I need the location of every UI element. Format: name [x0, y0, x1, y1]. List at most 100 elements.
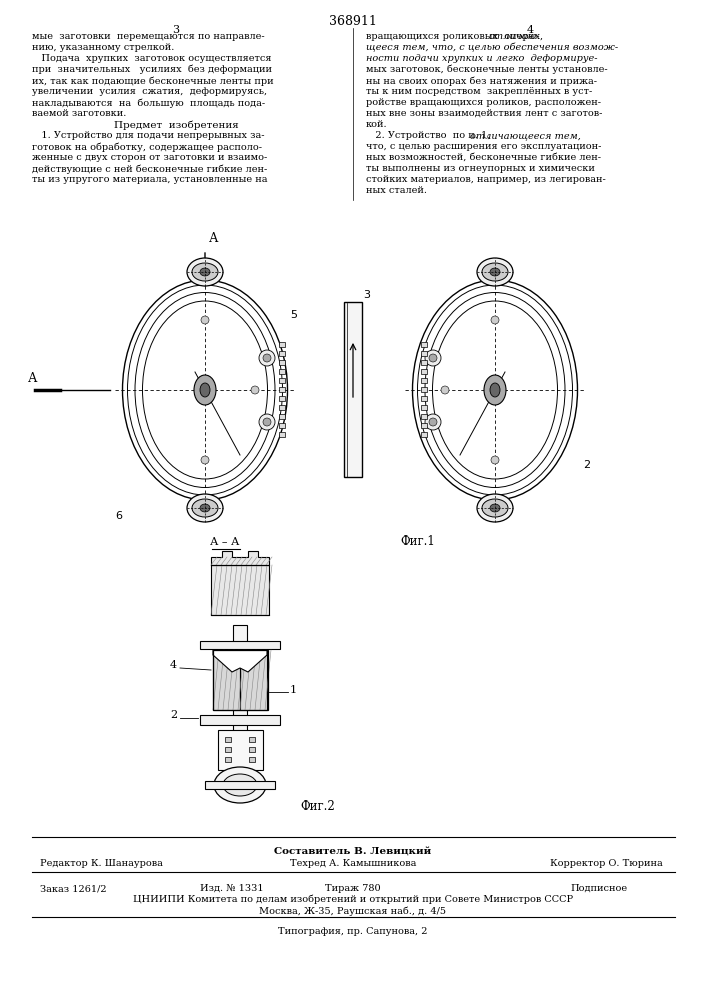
Text: вращающихся роликовых  опорах,: вращающихся роликовых опорах,: [366, 32, 547, 41]
Bar: [421, 396, 427, 401]
Circle shape: [259, 350, 275, 366]
Text: действующие с ней бесконечные гибкие лен-: действующие с ней бесконечные гибкие лен…: [32, 164, 267, 174]
Text: Москва, Ж-35, Раушская наб., д. 4/5: Москва, Ж-35, Раушская наб., д. 4/5: [259, 906, 447, 916]
Bar: [249, 737, 255, 742]
Text: Предмет  изобретения: Предмет изобретения: [114, 120, 238, 129]
Text: ваемой заготовки.: ваемой заготовки.: [32, 109, 127, 118]
Ellipse shape: [187, 494, 223, 522]
Text: 3: 3: [173, 25, 180, 35]
Polygon shape: [213, 650, 267, 672]
Bar: [240, 650, 267, 710]
Text: 1. Устройство для подачи непрерывных за-: 1. Устройство для подачи непрерывных за-: [32, 131, 264, 140]
Bar: [279, 351, 285, 356]
Text: Фиг.2: Фиг.2: [300, 800, 334, 813]
Ellipse shape: [490, 268, 500, 276]
Text: мые  заготовки  перемещаются по направле-: мые заготовки перемещаются по направле-: [32, 32, 264, 41]
Circle shape: [251, 386, 259, 394]
Ellipse shape: [214, 767, 266, 803]
Ellipse shape: [482, 499, 508, 517]
Text: ты из упругого материала, установленные на: ты из упругого материала, установленные …: [32, 175, 267, 184]
Text: 2: 2: [583, 460, 590, 470]
Bar: [279, 432, 285, 437]
Bar: [279, 342, 285, 347]
Text: их, так как подающие бесконечные ленты при: их, так как подающие бесконечные ленты п…: [32, 76, 274, 86]
Text: Редактор К. Шанаурова: Редактор К. Шанаурова: [40, 859, 163, 868]
Circle shape: [425, 350, 441, 366]
Text: ЦНИИПИ Комитета по делам изобретений и открытий при Совете Министров СССР: ЦНИИПИ Комитета по делам изобретений и о…: [133, 895, 573, 904]
Circle shape: [425, 414, 441, 430]
Bar: [279, 405, 285, 410]
Ellipse shape: [192, 263, 218, 281]
Circle shape: [201, 456, 209, 464]
Ellipse shape: [187, 258, 223, 286]
Circle shape: [259, 414, 275, 430]
Text: Типография, пр. Сапунова, 2: Типография, пр. Сапунова, 2: [279, 927, 428, 936]
Text: ройстве вращающихся роликов, расположен-: ройстве вращающихся роликов, расположен-: [366, 98, 601, 107]
Bar: [421, 423, 427, 428]
Bar: [233, 625, 247, 790]
Text: ных возможностей, бесконечные гибкие лен-: ных возможностей, бесконечные гибкие лен…: [366, 153, 601, 162]
Bar: [421, 351, 427, 356]
Text: ны на своих опорах без натяжения и прижа-: ны на своих опорах без натяжения и прижа…: [366, 76, 597, 86]
Ellipse shape: [194, 375, 216, 405]
Text: отличающееся тем,: отличающееся тем,: [470, 131, 581, 140]
Text: А: А: [28, 372, 37, 385]
Text: Изд. № 1331: Изд. № 1331: [200, 884, 264, 893]
Text: 5: 5: [290, 310, 297, 320]
Bar: [421, 369, 427, 374]
Bar: [279, 387, 285, 392]
Ellipse shape: [482, 263, 508, 281]
Text: Техред А. Камышникова: Техред А. Камышникова: [290, 859, 416, 868]
Ellipse shape: [490, 504, 500, 512]
Bar: [279, 360, 285, 365]
Circle shape: [441, 386, 449, 394]
Bar: [344, 302, 362, 477]
Text: отличаю-: отличаю-: [489, 32, 540, 41]
Bar: [225, 747, 231, 752]
Bar: [279, 423, 285, 428]
Text: 1: 1: [290, 685, 297, 695]
Ellipse shape: [477, 494, 513, 522]
Text: что, с целью расширения его эксплуатацион-: что, с целью расширения его эксплуатацио…: [366, 142, 602, 151]
Bar: [421, 378, 427, 383]
Text: 2. Устройство  по п. 1,: 2. Устройство по п. 1,: [366, 131, 493, 140]
Bar: [213, 650, 268, 710]
Bar: [249, 747, 255, 752]
Ellipse shape: [200, 383, 210, 397]
Text: ты к ним посредством  закреплённых в уст-: ты к ним посредством закреплённых в уст-: [366, 87, 592, 96]
Text: ности подачи хрупких и легко  деформируе-: ности подачи хрупких и легко деформируе-: [366, 54, 597, 63]
Text: нию, указанному стрелкой.: нию, указанному стрелкой.: [32, 43, 175, 52]
Ellipse shape: [223, 774, 257, 796]
Text: кой.: кой.: [366, 120, 387, 129]
Bar: [421, 414, 427, 419]
Ellipse shape: [484, 375, 506, 405]
Text: ных сталей.: ных сталей.: [366, 186, 427, 195]
Bar: [421, 342, 427, 347]
Circle shape: [491, 456, 499, 464]
Text: Корректор О. Тюрина: Корректор О. Тюрина: [550, 859, 662, 868]
Bar: [279, 378, 285, 383]
Circle shape: [263, 418, 271, 426]
Bar: [205, 781, 275, 789]
Bar: [200, 641, 280, 649]
Ellipse shape: [200, 504, 210, 512]
Circle shape: [491, 316, 499, 324]
Ellipse shape: [200, 268, 210, 276]
Text: 368911: 368911: [329, 15, 377, 28]
Text: 3: 3: [363, 290, 370, 300]
Text: ты выполнены из огнеупорных и химически: ты выполнены из огнеупорных и химически: [366, 164, 595, 173]
Text: А: А: [209, 232, 218, 245]
Text: 6: 6: [115, 511, 122, 521]
Text: 4: 4: [527, 25, 534, 35]
Bar: [249, 757, 255, 762]
Bar: [421, 387, 427, 392]
Bar: [279, 396, 285, 401]
Bar: [279, 369, 285, 374]
Text: стойких материалов, например, из легирован-: стойких материалов, например, из легиров…: [366, 175, 606, 184]
Ellipse shape: [477, 258, 513, 286]
Bar: [211, 565, 269, 615]
Ellipse shape: [192, 499, 218, 517]
Bar: [421, 360, 427, 365]
Text: мых заготовок, бесконечные ленты установле-: мых заготовок, бесконечные ленты установ…: [366, 65, 607, 75]
Polygon shape: [211, 551, 269, 565]
